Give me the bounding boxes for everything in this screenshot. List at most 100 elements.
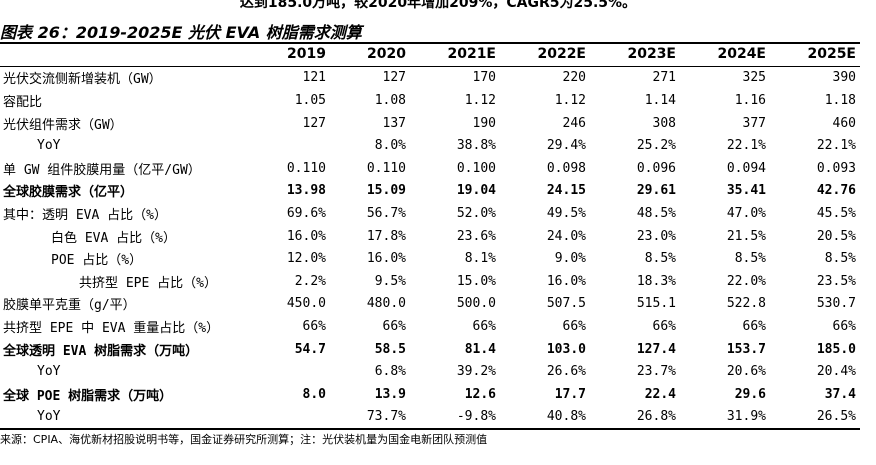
value-cell: 1.18 xyxy=(824,92,856,108)
value-cell: 17.8% xyxy=(366,228,406,244)
value-cell: 6.8% xyxy=(374,364,406,380)
value-cell: 26.8% xyxy=(590,405,680,431)
value-cell: 40.8% xyxy=(500,405,590,431)
header-fragment: 达到185.0万吨，较2020年增加209%，CAGR5为25.5%。 xyxy=(239,0,637,11)
value-cell: 170 xyxy=(472,70,496,86)
table-row: YoY 73.7% -9.8% 40.8% 26.8% 31.9% 26.5% xyxy=(0,405,860,431)
column-header: 2019 xyxy=(256,43,330,67)
value-cell: 460 xyxy=(832,115,856,131)
row-label: 共挤型 EPE 中 EVA 重量占比（%） xyxy=(3,320,220,336)
column-header: 2024E xyxy=(680,43,770,67)
value-cell: 1.12 xyxy=(464,92,496,108)
value-cell: 127 xyxy=(382,70,406,86)
value-cell: 15.09 xyxy=(366,183,406,199)
value-cell: 54.7 xyxy=(294,341,326,357)
value-cell: 20.5% xyxy=(816,228,856,244)
value-cell: 8.0% xyxy=(374,138,406,154)
value-cell: 530.7 xyxy=(816,296,856,312)
value-cell: 0.093 xyxy=(816,160,856,176)
value-cell: 31.9% xyxy=(680,405,770,431)
value-cell: 29.4% xyxy=(546,138,586,154)
source-note: 来源：CPIA、海优新材招股说明书等，国金证券研究所测算；注：光伏装机量为国金电… xyxy=(0,433,488,446)
table-row: 全球透明 EVA 树脂需求（万吨） 54.7 58.5 81.4 103.0 127.4 1… xyxy=(0,338,860,361)
table-row: 共挤型 EPE 中 EVA 重量占比（%） 66% 66% 66% 66% 66% 66% 6… xyxy=(0,315,860,338)
value-cell: 24.15 xyxy=(546,183,586,199)
value-cell: 0.110 xyxy=(366,160,406,176)
value-cell: 271 xyxy=(652,70,676,86)
value-cell: 0.094 xyxy=(726,160,766,176)
row-label: 其中：透明 EVA 占比（%） xyxy=(3,207,167,223)
table-row: 全球胶膜需求（亿平） 13.98 15.09 19.04 24.15 29.61 35.41… xyxy=(0,180,860,203)
table-row: 单 GW 组件胶膜用量（亿平/GW） 0.110 0.110 0.100 0.098 0.… xyxy=(0,157,860,180)
table-row: 光伏交流侧新增装机（GW） 121 127 170 220 271 325 390 xyxy=(0,66,860,89)
table-row: 胶膜单平克重（g/平） 450.0 480.0 500.0 507.5 515.1 522.… xyxy=(0,293,860,316)
value-cell: 23.5% xyxy=(816,273,856,289)
value-cell: 1.08 xyxy=(374,92,406,108)
value-cell: 9.0% xyxy=(554,251,586,267)
row-label: 光伏交流侧新增装机（GW） xyxy=(3,72,162,88)
row-label: YoY xyxy=(37,138,61,154)
value-cell: 0.098 xyxy=(546,160,586,176)
value-cell: 19.04 xyxy=(456,183,496,199)
value-cell: 153.7 xyxy=(726,341,766,357)
value-cell: 22.0% xyxy=(726,273,766,289)
column-header: 2021E xyxy=(410,43,500,67)
table-row: 共挤型 EPE 占比（%） 2.2% 9.5% 15.0% 16.0% 18.3% 22.0… xyxy=(0,270,860,293)
value-cell: 390 xyxy=(832,70,856,86)
value-cell: 16.0% xyxy=(546,273,586,289)
value-cell: 26.6% xyxy=(546,364,586,380)
value-cell: 515.1 xyxy=(636,296,676,312)
value-cell: 81.4 xyxy=(464,341,496,357)
value-cell: 66% xyxy=(652,318,676,334)
value-cell: 22.4 xyxy=(644,386,676,402)
value-cell: 15.0% xyxy=(456,273,496,289)
header-label-cell xyxy=(0,43,256,67)
value-cell xyxy=(256,360,330,383)
value-cell: 190 xyxy=(472,115,496,131)
header-row: 2019 2020 2021E 2022E 2023E 2024E 2025E xyxy=(0,43,860,67)
value-cell: 22.1% xyxy=(726,138,766,154)
value-cell: 23.7% xyxy=(636,364,676,380)
table-row: 全球 POE 树脂需求（万吨） 8.0 13.9 12.6 17.7 22.4 29.6 37… xyxy=(0,383,860,406)
value-cell: 37.4 xyxy=(824,386,856,402)
value-cell: 23.0% xyxy=(636,228,676,244)
value-cell: 127 xyxy=(302,115,326,131)
value-cell xyxy=(256,405,330,431)
value-cell: 522.8 xyxy=(726,296,766,312)
value-cell: 58.5 xyxy=(374,341,406,357)
column-header: 2022E xyxy=(500,43,590,67)
value-cell: 69.6% xyxy=(286,205,326,221)
value-cell: 73.7% xyxy=(330,405,410,431)
value-cell: 52.0% xyxy=(456,205,496,221)
row-label: 共挤型 EPE 占比（%） xyxy=(79,275,217,291)
value-cell: 220 xyxy=(562,70,586,86)
value-cell: 1.12 xyxy=(554,92,586,108)
value-cell: 18.3% xyxy=(636,273,676,289)
value-cell: 35.41 xyxy=(726,183,766,199)
value-cell: 8.5% xyxy=(824,251,856,267)
value-cell: 23.6% xyxy=(456,228,496,244)
value-cell: 16.0% xyxy=(286,228,326,244)
row-label: 全球 POE 树脂需求（万吨） xyxy=(3,388,173,404)
table-row: 容配比 1.05 1.08 1.12 1.12 1.14 1.16 1.18 xyxy=(0,89,860,112)
table-row: POE 占比（%） 12.0% 16.0% 8.1% 9.0% 8.5% 8.5% 8.5% xyxy=(0,247,860,270)
value-cell: 38.8% xyxy=(456,138,496,154)
row-label: 单 GW 组件胶膜用量（亿平/GW） xyxy=(3,162,201,178)
value-cell: 9.5% xyxy=(374,273,406,289)
value-cell: 185.0 xyxy=(816,341,856,357)
table-row: 其中：透明 EVA 占比（%） 69.6% 56.7% 52.0% 49.5% 48.5%… xyxy=(0,202,860,225)
value-cell: 56.7% xyxy=(366,205,406,221)
value-cell: 1.16 xyxy=(734,92,766,108)
value-cell: 22.1% xyxy=(816,138,856,154)
value-cell: 308 xyxy=(652,115,676,131)
value-cell: 1.05 xyxy=(294,92,326,108)
row-label: 全球透明 EVA 树脂需求（万吨） xyxy=(3,343,199,359)
value-cell: 0.110 xyxy=(286,160,326,176)
value-cell: 507.5 xyxy=(546,296,586,312)
table-row: 白色 EVA 占比（%） 16.0% 17.8% 23.6% 24.0% 23.0% 21.… xyxy=(0,225,860,248)
value-cell: 66% xyxy=(472,318,496,334)
table-row: YoY 8.0% 38.8% 29.4% 25.2% 22.1% 22.1% xyxy=(0,134,860,157)
title-bar: 图表 26：2019-2025E 光伏 EVA 树脂需求测算 xyxy=(0,16,860,44)
value-cell: 66% xyxy=(832,318,856,334)
value-cell xyxy=(256,134,330,157)
